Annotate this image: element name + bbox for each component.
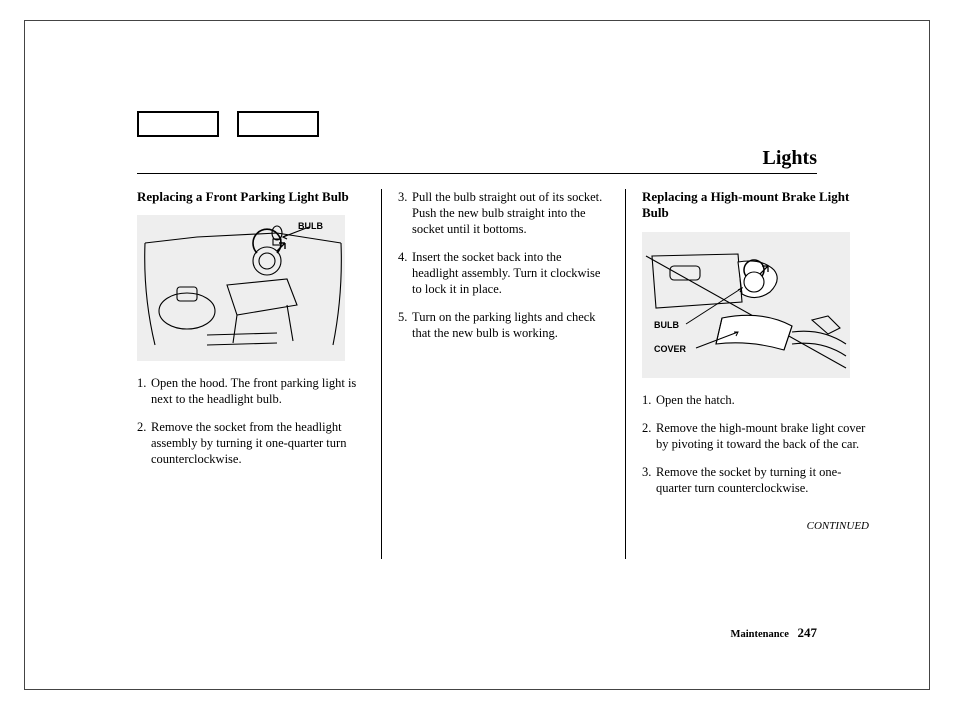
step-item: 1. Open the hatch.: [642, 392, 869, 408]
step-number: 2.: [137, 419, 151, 467]
content-columns: Replacing a Front Parking Light Bulb BUL…: [137, 189, 869, 559]
illus-label-bulb: BULB: [654, 320, 679, 330]
page-title: Lights: [763, 147, 817, 170]
hatch-diagram: [642, 232, 850, 378]
column-3: Replacing a High-mount Brake Light Bulb …: [625, 189, 869, 559]
section-heading-highmount: Replacing a High-mount Brake Light Bulb: [642, 189, 869, 222]
step-item: 2. Remove the high-mount brake light cov…: [642, 420, 869, 452]
page-number: 247: [798, 625, 818, 640]
header-rule: [137, 173, 817, 174]
illus-label-bulb: BULB: [298, 221, 323, 231]
step-item: 4. Insert the socket back into the headl…: [398, 249, 609, 297]
section-heading-front-parking: Replacing a Front Parking Light Bulb: [137, 189, 365, 205]
nav-button-prev[interactable]: [137, 111, 219, 137]
step-item: 3. Pull the bulb straight out of its soc…: [398, 189, 609, 237]
step-text: Turn on the parking lights and check tha…: [412, 309, 609, 341]
column-2: 3. Pull the bulb straight out of its soc…: [381, 189, 625, 559]
step-item: 5. Turn on the parking lights and check …: [398, 309, 609, 341]
illus-label-cover: COVER: [654, 344, 686, 354]
step-number: 5.: [398, 309, 412, 341]
step-text: Open the hood. The front parking light i…: [151, 375, 365, 407]
illustration-front-parking: BULB: [137, 215, 345, 361]
step-number: 3.: [398, 189, 412, 237]
step-text: Open the hatch.: [656, 392, 869, 408]
page-footer: Maintenance 247: [731, 625, 817, 641]
step-text: Pull the bulb straight out of its socket…: [412, 189, 609, 237]
step-text: Remove the socket by turning it one-quar…: [656, 464, 869, 496]
step-text-line: Pull the bulb straight out of its socket…: [412, 190, 602, 204]
step-text: Remove the socket from the headlight ass…: [151, 419, 365, 467]
step-text: Insert the socket back into the headligh…: [412, 249, 609, 297]
step-number: 3.: [642, 464, 656, 496]
illustration-highmount: BULB COVER: [642, 232, 850, 378]
step-text: Remove the high-mount brake light cover …: [656, 420, 869, 452]
continued-label: CONTINUED: [642, 520, 869, 532]
step-item: 2. Remove the socket from the headlight …: [137, 419, 365, 467]
footer-section: Maintenance: [731, 629, 789, 640]
step-item: 1. Open the hood. The front parking ligh…: [137, 375, 365, 407]
step-item: 3. Remove the socket by turning it one-q…: [642, 464, 869, 496]
page-frame: Lights Replacing a Front Parking Light B…: [24, 20, 930, 690]
nav-button-group: [137, 111, 319, 137]
step-number: 1.: [137, 375, 151, 407]
step-number: 4.: [398, 249, 412, 297]
step-text-line: Push the new bulb straight into the sock…: [412, 206, 586, 236]
nav-button-next[interactable]: [237, 111, 319, 137]
step-number: 1.: [642, 392, 656, 408]
column-1: Replacing a Front Parking Light Bulb BUL…: [137, 189, 381, 559]
step-number: 2.: [642, 420, 656, 452]
engine-bay-diagram: [137, 215, 345, 361]
